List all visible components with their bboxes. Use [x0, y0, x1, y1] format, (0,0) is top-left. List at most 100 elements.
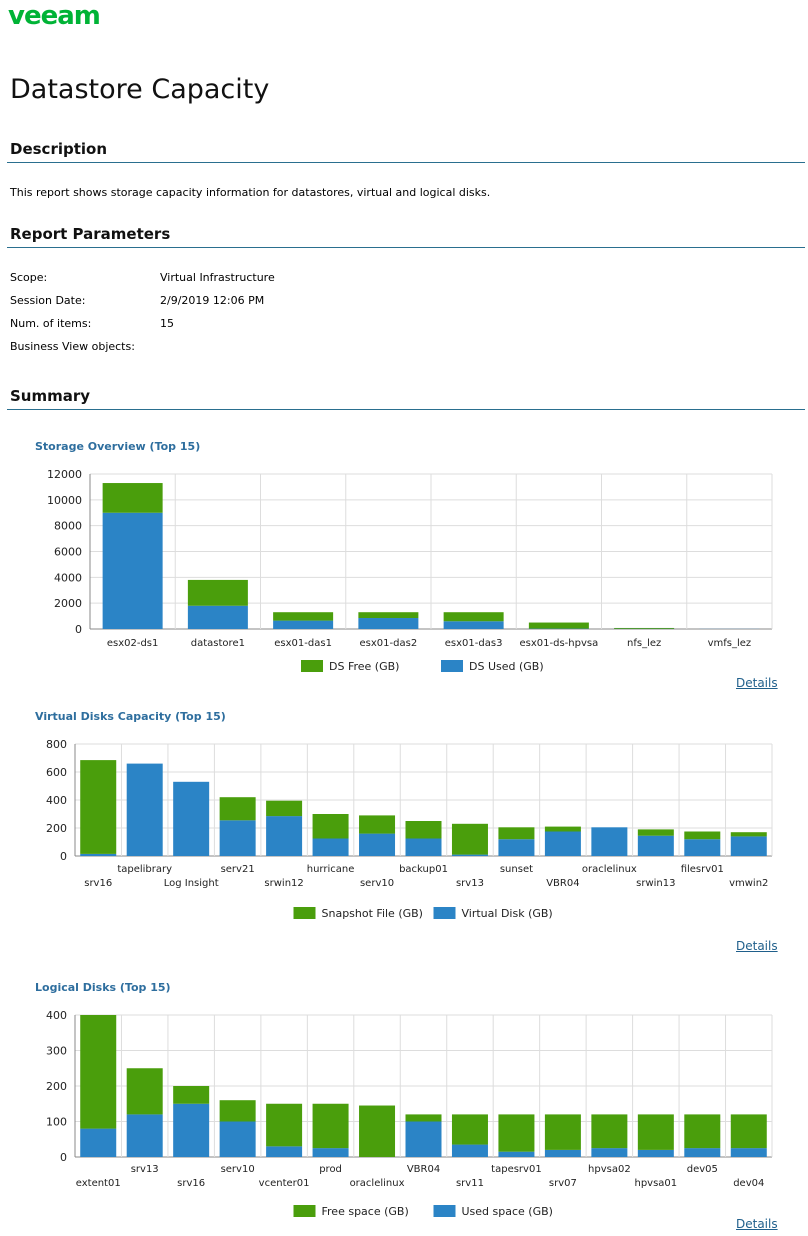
y-tick-label: 4000	[54, 571, 82, 584]
bar-upper	[359, 1105, 396, 1157]
x-tick-label: tapelibrary	[117, 864, 172, 875]
x-tick-label: srwin13	[636, 878, 675, 889]
y-tick-label: 300	[46, 1045, 67, 1058]
x-tick-label: srwin12	[264, 878, 303, 889]
bar-lower	[591, 1148, 628, 1157]
description-divider	[7, 162, 805, 163]
x-tick-label: hpvsa02	[588, 1164, 631, 1175]
legend-label: Free space (GB)	[322, 1205, 409, 1217]
bar-upper	[312, 1103, 349, 1149]
x-tick-label: vmfs_lez	[708, 638, 752, 649]
bar-upper	[451, 823, 488, 855]
logo-text: veeam	[8, 4, 100, 28]
param-scope-label: Scope:	[10, 271, 48, 284]
x-tick-label: dev05	[687, 1164, 718, 1175]
y-tick-label: 400	[46, 794, 67, 807]
virtual-disks-details-link[interactable]: Details	[736, 939, 778, 953]
bar-lower	[684, 1148, 721, 1157]
bar-upper	[498, 827, 535, 840]
bar-upper	[614, 627, 675, 629]
bar-upper	[451, 1114, 488, 1145]
x-tick-label: srv16	[84, 878, 112, 889]
bar-upper	[266, 800, 303, 817]
bar-upper	[219, 1100, 256, 1122]
param-num-items-value: 15	[160, 317, 174, 330]
x-tick-label: filesrv01	[681, 864, 724, 875]
param-scope-value: Virtual Infrastructure	[160, 271, 275, 284]
bar-upper	[684, 831, 721, 840]
x-tick-label: esx02-ds1	[107, 638, 159, 649]
bar-lower	[173, 1103, 210, 1157]
bar-lower	[80, 1128, 117, 1157]
bar-upper	[443, 612, 504, 622]
bar-lower	[358, 618, 419, 629]
bar-upper	[637, 1114, 674, 1150]
legend-label: Used space (GB)	[462, 1205, 553, 1217]
bar-upper	[498, 1114, 535, 1152]
bar-lower	[102, 512, 163, 629]
bar-lower	[312, 838, 349, 856]
y-tick-label: 100	[46, 1116, 67, 1129]
x-tick-label: srv07	[549, 1178, 577, 1189]
x-tick-label: vcenter01	[259, 1178, 310, 1189]
bar-upper	[528, 622, 589, 629]
bar-lower	[637, 1149, 674, 1157]
bar-lower	[730, 1148, 767, 1157]
bar-upper	[80, 1015, 117, 1129]
y-tick-label: 200	[46, 822, 67, 835]
y-tick-label: 0	[75, 623, 82, 636]
x-tick-label: extent01	[76, 1178, 121, 1189]
bar-lower	[266, 1146, 303, 1157]
x-tick-label: srv13	[456, 878, 484, 889]
legend-swatch	[433, 907, 456, 919]
bar-lower	[173, 781, 210, 856]
y-tick-label: 8000	[54, 520, 82, 533]
x-tick-label: oraclelinux	[582, 864, 637, 875]
bar-lower	[544, 831, 581, 856]
virtual-disks-title: Virtual Disks Capacity (Top 15)	[35, 710, 226, 723]
x-tick-label: serv21	[221, 864, 255, 875]
param-num-items-label: Num. of items:	[10, 317, 92, 330]
bar-upper	[730, 1114, 767, 1149]
x-tick-label: hurricane	[307, 864, 355, 875]
bar-upper	[126, 1068, 163, 1115]
bar-lower	[498, 839, 535, 856]
summary-divider	[7, 409, 805, 410]
bar-lower	[312, 1148, 349, 1157]
storage-overview-details-link[interactable]: Details	[736, 676, 778, 690]
bar-upper	[730, 832, 767, 837]
x-tick-label: esx01-das3	[445, 638, 503, 649]
x-tick-label: srv11	[456, 1178, 484, 1189]
legend-swatch	[441, 660, 463, 672]
legend-swatch	[293, 1205, 316, 1217]
y-tick-label: 400	[46, 1009, 67, 1022]
page-title: Datastore Capacity	[10, 74, 270, 105]
description-text: This report shows storage capacity infor…	[10, 186, 491, 199]
bar-lower	[273, 620, 334, 629]
bar-upper	[405, 821, 442, 839]
bar-lower	[405, 1121, 442, 1157]
bar-lower	[266, 816, 303, 856]
bar-upper	[358, 612, 419, 619]
bar-upper	[684, 1114, 721, 1149]
bar-upper	[273, 612, 334, 621]
bar-lower	[451, 854, 488, 856]
report-parameters-heading: Report Parameters	[10, 225, 171, 243]
bar-lower	[684, 839, 721, 856]
x-tick-label: serv10	[360, 878, 394, 889]
logical-disks-chart: 0 100 200 300 400 extent01 srv13 srv16 serv10 vce…	[46, 1009, 773, 1217]
bar-lower	[730, 836, 767, 856]
bar-upper	[544, 1114, 581, 1150]
x-tick-label: sunset	[500, 864, 533, 875]
y-tick-label: 2000	[54, 597, 82, 610]
y-tick-label: 600	[46, 766, 67, 779]
logical-disks-details-link[interactable]: Details	[736, 1217, 778, 1231]
x-tick-label: hpvsa01	[634, 1178, 677, 1189]
param-session-date-label: Session Date:	[10, 294, 86, 307]
y-tick-label: 800	[46, 738, 67, 751]
bar-lower	[498, 1151, 535, 1157]
y-tick-label: 0	[60, 1151, 67, 1164]
y-tick-label: 6000	[54, 546, 82, 559]
x-tick-label: Log Insight	[164, 878, 219, 889]
bar-upper	[173, 1086, 210, 1104]
